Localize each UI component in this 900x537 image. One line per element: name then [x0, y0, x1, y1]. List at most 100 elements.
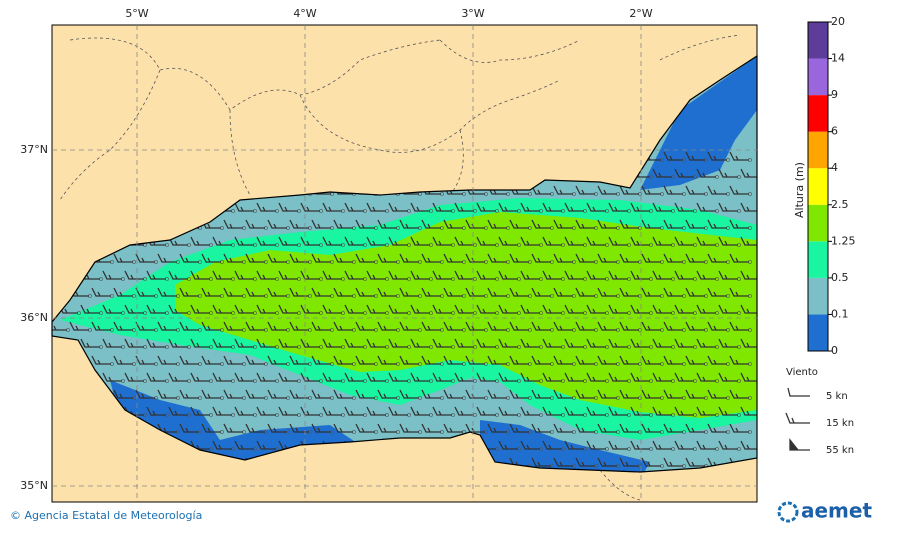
wind-barb	[498, 236, 518, 246]
wind-barb	[487, 389, 507, 399]
wind-barb	[289, 423, 309, 433]
wind-barb	[520, 338, 540, 348]
wind-barb	[278, 304, 298, 314]
wind-barb	[707, 355, 727, 365]
wind-barb	[399, 389, 419, 399]
wind-barb	[91, 287, 111, 297]
wind-barb	[168, 406, 188, 416]
wind-barb	[267, 321, 287, 331]
wind-barb	[685, 151, 705, 161]
wind-barb	[256, 338, 276, 348]
wind-barb	[366, 270, 386, 280]
credit: © Agencia Estatal de Meteorología	[10, 509, 202, 522]
wind-barb	[245, 355, 265, 365]
wind-barb	[322, 338, 342, 348]
wind-barb	[113, 355, 133, 365]
wind-barb	[674, 372, 694, 382]
wind-barb	[179, 321, 199, 331]
wind-barb	[641, 355, 661, 365]
wind-barb	[674, 168, 694, 178]
wind-barb	[454, 236, 474, 246]
wind-legend-barb	[789, 438, 810, 451]
wind-barb	[278, 236, 298, 246]
wind-barb	[652, 440, 672, 450]
wind-barb	[498, 202, 518, 212]
longitude-label: 5°W	[125, 7, 148, 20]
wind-barb	[245, 321, 265, 331]
colorbar-label: 0.1	[831, 307, 849, 320]
wind-barb	[113, 389, 133, 399]
colorbar-swatch	[808, 314, 828, 351]
wind-barb	[432, 406, 452, 416]
wind-barb	[179, 389, 199, 399]
wind-barb	[520, 202, 540, 212]
colorbar-swatch	[808, 58, 828, 96]
wind-barb	[509, 253, 529, 263]
wind-barb	[619, 457, 639, 467]
colorbar-swatch	[808, 22, 828, 59]
wind-barb	[135, 389, 155, 399]
wind-barb	[443, 389, 463, 399]
wind-barb	[322, 304, 342, 314]
wave-zone	[640, 56, 757, 190]
wind-barb	[344, 270, 364, 280]
wind-barb	[619, 423, 639, 433]
wind-barb	[289, 321, 309, 331]
colorbar-label: 4	[831, 161, 838, 174]
wind-barb	[520, 372, 540, 382]
wind-barb	[553, 355, 573, 365]
wind-barb	[685, 389, 705, 399]
wind-barb	[432, 270, 452, 280]
colorbar-label: 14	[831, 52, 845, 65]
wind-barb	[542, 236, 562, 246]
wind-barb	[520, 440, 540, 450]
wind-barb	[322, 236, 342, 246]
wind-barb	[190, 338, 210, 348]
wind-barb	[696, 270, 716, 280]
wind-barb	[696, 372, 716, 382]
wind-barb	[377, 389, 397, 399]
wind-barb	[575, 321, 595, 331]
wind-barb	[740, 270, 757, 280]
colorbar-swatch	[808, 95, 828, 132]
colorbar-swatch	[808, 241, 828, 278]
wind-barb	[355, 253, 375, 263]
wind-barb	[564, 406, 584, 416]
wind-barb	[168, 304, 188, 314]
wind-barb	[300, 372, 320, 382]
wind-barb	[52, 321, 67, 331]
wind-barb	[542, 202, 562, 212]
wind-barb	[685, 253, 705, 263]
wind-barb	[476, 304, 496, 314]
wind-barb	[740, 304, 757, 314]
wind-barb	[531, 185, 551, 195]
wind-barb	[223, 355, 243, 365]
wind-barb	[696, 168, 716, 178]
wind-barb	[575, 219, 595, 229]
wind-barb	[135, 253, 155, 263]
wind-barb	[410, 270, 430, 280]
wind-barb	[674, 406, 694, 416]
wind-barb	[685, 457, 705, 467]
wind-barb	[245, 287, 265, 297]
wind-barb	[421, 321, 441, 331]
wind-barb	[608, 202, 628, 212]
wind-barb	[157, 253, 177, 263]
wind-barb	[729, 253, 749, 263]
wind-barb	[256, 406, 276, 416]
wind-barb	[234, 270, 254, 280]
wind-barb	[608, 338, 628, 348]
wind-barb	[212, 304, 232, 314]
wind-barb	[234, 406, 254, 416]
wind-barb	[696, 236, 716, 246]
wind-barb	[212, 440, 232, 450]
wind-barb	[542, 338, 562, 348]
wind-barb	[718, 406, 738, 416]
wind-barb	[597, 423, 617, 433]
wind-barb	[443, 355, 463, 365]
wind-barb	[707, 423, 727, 433]
wind-barb	[245, 253, 265, 263]
wind-barb	[630, 270, 650, 280]
wind-barb	[344, 338, 364, 348]
latitude-label: 36°N	[20, 311, 48, 324]
